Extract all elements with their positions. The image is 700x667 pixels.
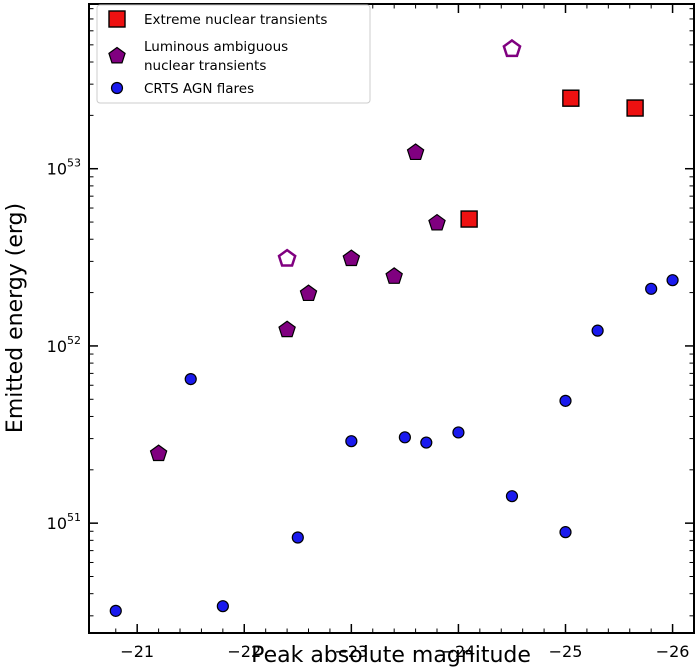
luminous-transient-point: [502, 38, 522, 58]
legend-label-luminous-line2: nuclear transients: [144, 58, 266, 74]
y-tick-label: 1053: [47, 157, 81, 179]
agn-flare-point: [109, 604, 122, 617]
luminous-transient-point: [342, 249, 361, 267]
agn-flare-point: [645, 282, 658, 295]
x-tick-label: −22: [227, 642, 261, 661]
agn-flare-point: [398, 431, 411, 444]
legend-marker-circle: [110, 81, 124, 95]
legend-label-luminous-line1: Luminous ambiguous: [144, 39, 288, 55]
y-axis-label: Emitted energy (erg): [3, 203, 28, 433]
data-points: [109, 38, 679, 617]
luminous-transient-point: [406, 143, 425, 161]
x-tick-label: −26: [656, 642, 690, 661]
legend-marker-square: [108, 10, 126, 28]
agn-flare-point: [591, 324, 604, 337]
legend-label-crts: CRTS AGN flares: [144, 81, 254, 97]
agn-flare-point: [291, 531, 304, 544]
luminous-transient-point: [149, 444, 168, 462]
luminous-transient-point: [428, 213, 446, 231]
x-tick-label: −24: [442, 642, 476, 661]
luminous-transient-point: [278, 320, 296, 338]
luminous-transient-point: [385, 267, 403, 284]
luminous-transient-point: [299, 284, 318, 302]
agn-flare-point: [420, 436, 433, 449]
extreme-transient-point: [460, 210, 478, 228]
extreme-transient-point: [626, 99, 644, 117]
agn-flare-point: [559, 526, 572, 539]
legend-marker-pentagon: [108, 46, 126, 64]
agn-flare-point: [505, 490, 519, 503]
agn-flare-point: [184, 372, 197, 386]
agn-flare-point: [216, 600, 229, 613]
legend: Extreme nuclear transients Luminous ambi…: [96, 4, 371, 104]
axis-tick-labels: −21 −22 −23 −24 −25 −26 1051 1052 1053: [47, 157, 690, 661]
y-tick-label: 1052: [47, 334, 81, 356]
x-tick-label: −23: [334, 642, 368, 661]
extreme-transient-point: [562, 89, 580, 107]
x-axis-label: Peak absolute magnitude: [251, 643, 531, 667]
agn-flare-point: [345, 435, 358, 448]
legend-frame: [96, 4, 371, 104]
agn-flare-point: [559, 394, 572, 407]
agn-flare-point: [666, 274, 679, 287]
x-tick-label: −25: [549, 642, 583, 661]
legend-markers: [108, 10, 126, 95]
plot-frame: [88, 3, 695, 634]
agn-flare-point: [452, 426, 465, 439]
x-tick-label: −21: [120, 642, 154, 661]
luminous-transient-point: [277, 248, 297, 267]
y-tick-label: 1051: [47, 511, 81, 533]
legend-label-extreme: Extreme nuclear transients: [144, 12, 327, 28]
